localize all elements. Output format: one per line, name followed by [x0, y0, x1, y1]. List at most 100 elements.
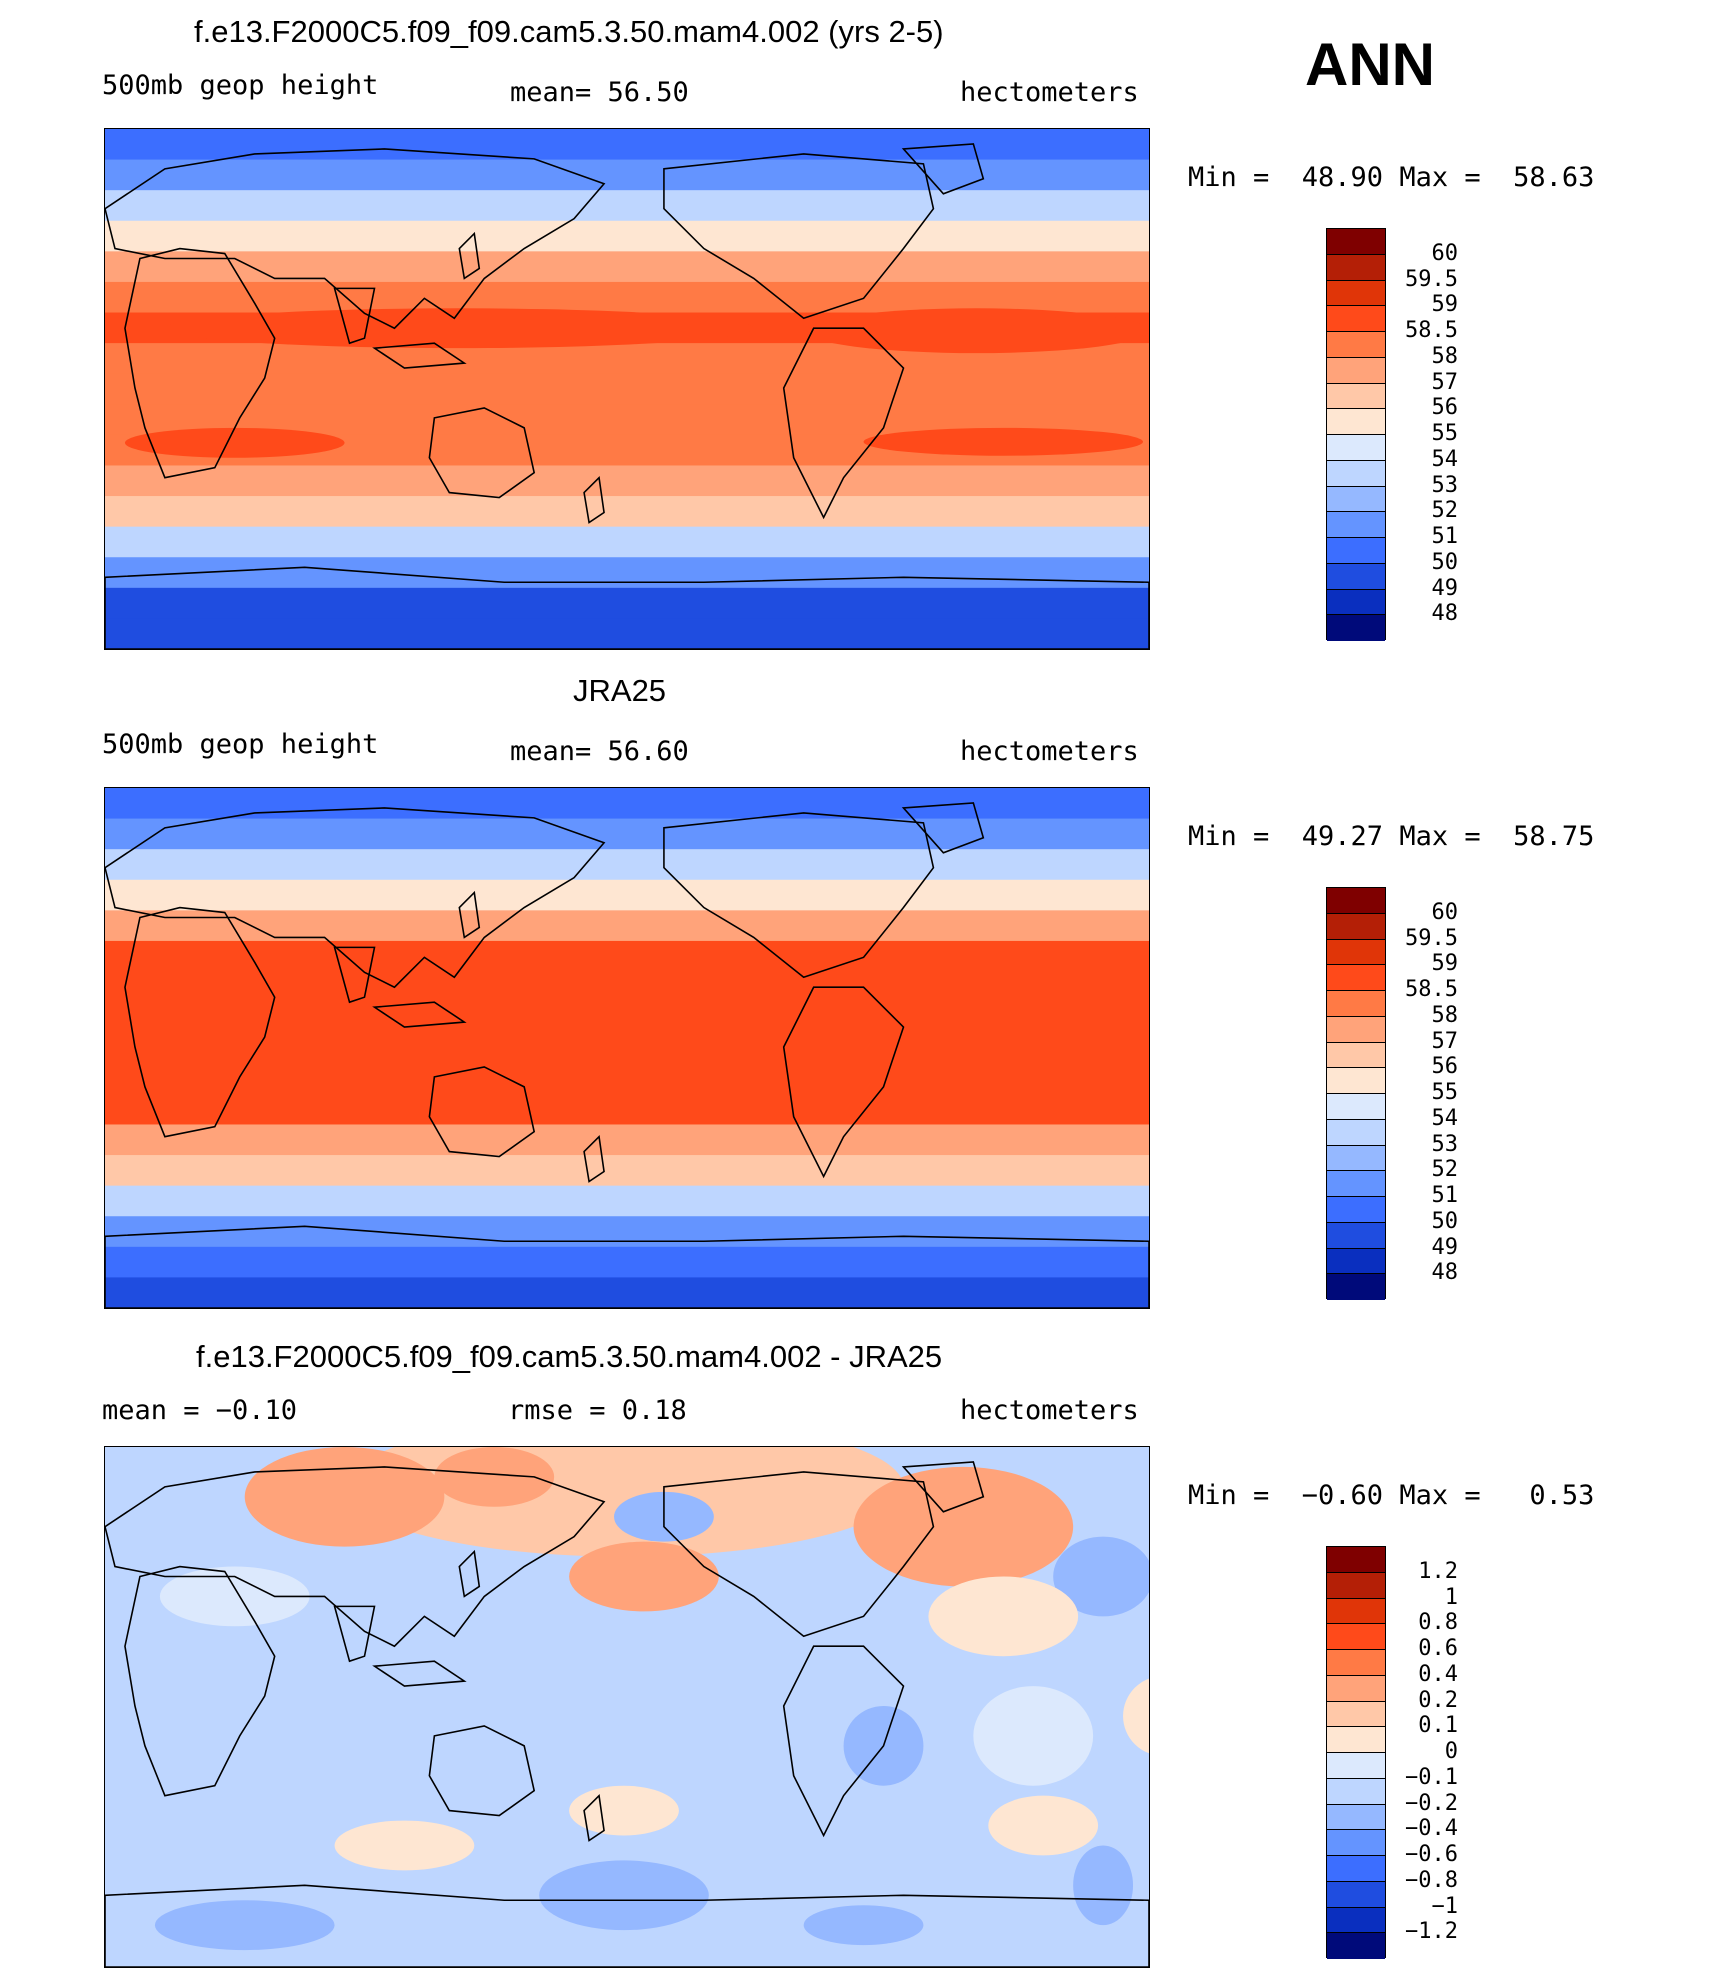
- lat-band: [105, 251, 1149, 283]
- colorbar-tick-label: −0.2: [1405, 1790, 1458, 1816]
- lat-band: [105, 971, 1149, 1004]
- colorbar-box: [1327, 383, 1385, 410]
- colorbar-box: [1327, 1068, 1385, 1094]
- lat-band: [105, 788, 1149, 820]
- coastline: [333, 946, 376, 1004]
- panel2-coastlines: [105, 802, 1149, 1308]
- panel2-lat-bands: [105, 788, 1149, 1308]
- lat-band: [105, 1093, 1149, 1126]
- lat-band: [105, 1277, 1149, 1308]
- panel1-variable-label: 500mb geop height: [102, 70, 379, 101]
- colorbar-tick-label: 53: [1431, 1131, 1459, 1157]
- panel1-minmax: Min = 48.90 Max = 58.63: [1188, 162, 1595, 193]
- colorbar-tick-label: −0.4: [1405, 1816, 1458, 1842]
- colorbar-box: [1327, 486, 1385, 513]
- coastline: [782, 327, 905, 520]
- anomaly-region: [539, 1860, 709, 1931]
- colorbar-box: [1327, 1907, 1385, 1934]
- coastline: [901, 143, 985, 195]
- coastline: [583, 1134, 605, 1183]
- panel1-colorbar: [1326, 228, 1386, 641]
- colorbar-tick-label: 56: [1431, 1054, 1459, 1080]
- coastline: [901, 1461, 985, 1513]
- colorbar-tick-label: −0.8: [1405, 1867, 1458, 1893]
- colorbar-box: [1327, 1572, 1385, 1599]
- colorbar-box: [1327, 332, 1385, 358]
- coastline: [583, 1793, 605, 1842]
- season-label: ANN: [1305, 31, 1435, 98]
- colorbar-tick-label: 51: [1431, 524, 1459, 549]
- subtropical-high: [863, 427, 1144, 456]
- lat-band: [105, 220, 1149, 253]
- colorbar-tick-label: 57: [1431, 1028, 1459, 1054]
- panel2-map: [104, 787, 1150, 1309]
- colorbar-tick-label: 59.5: [1405, 925, 1458, 951]
- colorbar-tick-label: 0.6: [1418, 1636, 1458, 1661]
- colorbar-box: [1327, 1222, 1385, 1249]
- coastline: [105, 1225, 1149, 1308]
- panel2-variable-label: 500mb geop height: [102, 729, 379, 760]
- colorbar-tick-label: 60: [1431, 240, 1459, 266]
- panel3-units-label: hectometers: [960, 1395, 1139, 1426]
- colorbar-box: [1327, 1804, 1385, 1831]
- lat-band: [105, 1246, 1149, 1279]
- colorbar-box: [1327, 1547, 1385, 1573]
- colorbar-box: [1327, 1171, 1385, 1197]
- coastline: [124, 906, 276, 1138]
- panel3-map: [104, 1446, 1150, 1968]
- coastline: [782, 1645, 905, 1838]
- colorbar-box: [1327, 1650, 1385, 1676]
- colorbar-tick-label: 0.4: [1418, 1661, 1458, 1687]
- lat-band: [105, 281, 1149, 314]
- panel3-minmax: Min = −0.60 Max = 0.53: [1188, 1480, 1595, 1511]
- lat-band: [105, 373, 1149, 406]
- lat-band: [105, 1124, 1149, 1157]
- anomaly-region: [159, 1566, 310, 1627]
- colorbar-box: [1327, 254, 1385, 281]
- anomaly-region: [569, 1785, 679, 1836]
- lat-band: [105, 940, 1149, 973]
- lat-band: [105, 910, 1149, 942]
- panel2-title: JRA25: [573, 673, 667, 708]
- colorbar-box: [1327, 1094, 1385, 1120]
- panel1-coastlines: [105, 143, 1149, 649]
- colorbar-tick-label: −0.1: [1405, 1764, 1458, 1790]
- panel2-mean-label: mean= 56.60: [510, 736, 689, 767]
- coastline: [901, 802, 985, 854]
- panel3-coastlines: [105, 1461, 1149, 1967]
- colorbar-tick-label: 58: [1431, 343, 1459, 369]
- colorbar-box: [1327, 1274, 1385, 1300]
- lat-band: [105, 849, 1149, 881]
- colorbar-tick-label: 0.2: [1418, 1687, 1458, 1713]
- colorbar-box: [1327, 589, 1385, 616]
- colorbar-tick-label: 59: [1431, 292, 1459, 318]
- coastline: [372, 1660, 467, 1687]
- lat-band: [105, 465, 1149, 498]
- colorbar-box: [1327, 1016, 1385, 1043]
- colorbar-tick-label: 49: [1431, 575, 1459, 601]
- colorbar-box: [1327, 991, 1385, 1017]
- anomaly-region: [853, 1466, 1074, 1587]
- lat-band: [105, 159, 1149, 192]
- lat-band: [105, 1002, 1149, 1034]
- anomaly-region: [1123, 1678, 1149, 1754]
- colorbar-box: [1327, 538, 1385, 564]
- anomaly-region: [928, 1576, 1079, 1657]
- anomaly-region: [379, 1696, 629, 1796]
- colorbar-box: [1327, 280, 1385, 307]
- colorbar-tick-label: 55: [1431, 1080, 1459, 1105]
- panel3-title: f.e13.F2000C5.f09_f09.cam5.3.50.mam4.002…: [196, 1339, 943, 1374]
- colorbar-tick-label: 57: [1431, 369, 1459, 395]
- colorbar-box: [1327, 1753, 1385, 1779]
- coastline: [105, 566, 1149, 649]
- coastline: [458, 1549, 481, 1598]
- anomaly-region: [434, 1447, 555, 1507]
- colorbar-box: [1327, 939, 1385, 966]
- panel2-minmax: Min = 49.27 Max = 58.75: [1188, 821, 1595, 852]
- panel2-contour-svg: [105, 788, 1149, 1308]
- coastline: [428, 1725, 536, 1817]
- colorbar-box: [1327, 435, 1385, 461]
- colorbar-tick-label: 55: [1431, 421, 1459, 446]
- anomaly-region: [988, 1795, 1099, 1856]
- colorbar-box: [1327, 409, 1385, 435]
